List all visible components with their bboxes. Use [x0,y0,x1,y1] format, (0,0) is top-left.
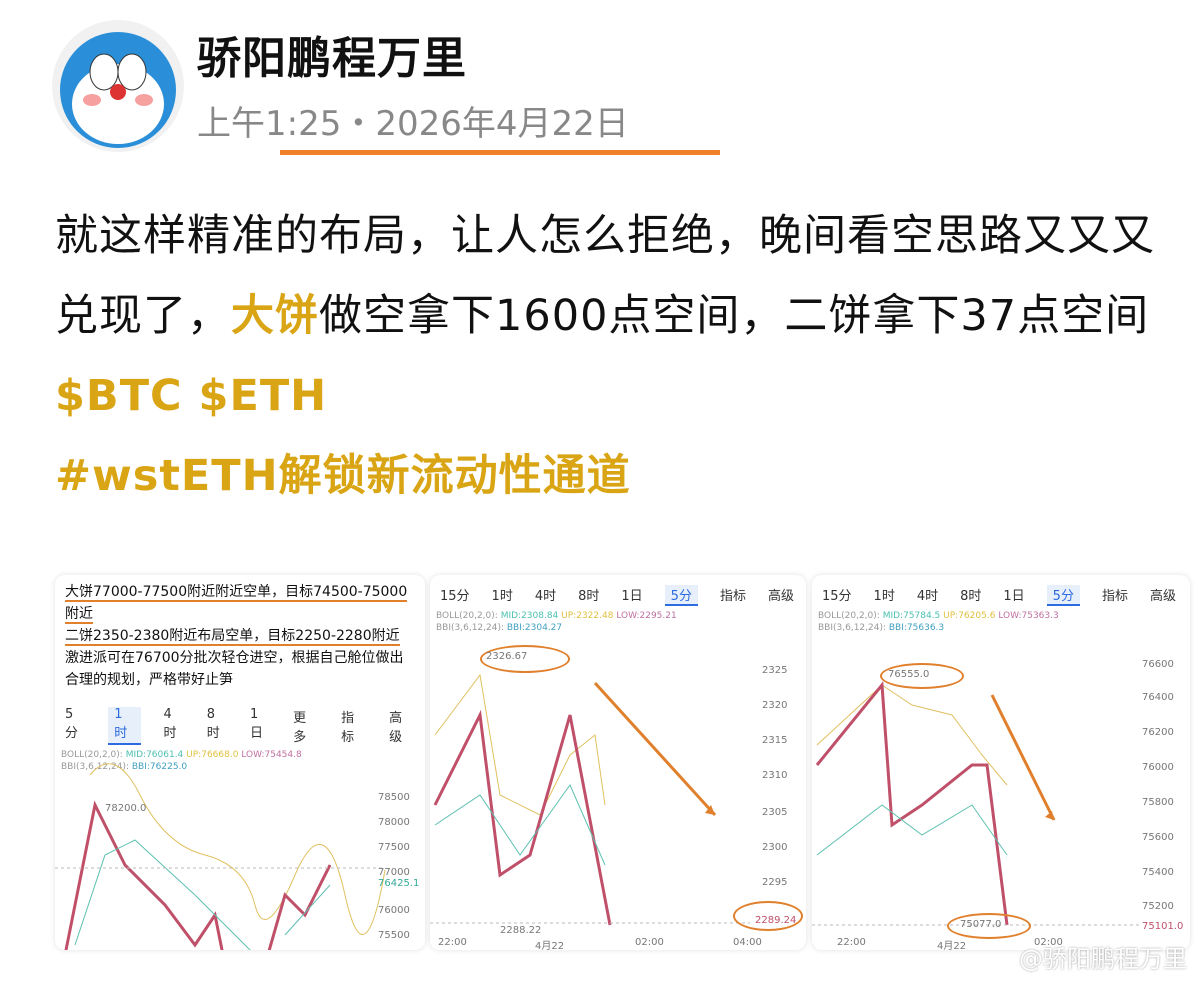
tab[interactable]: 8时 [960,589,982,604]
tab-active[interactable]: 5分 [1046,585,1080,606]
y-tick: 76000 [1142,762,1174,773]
indicator-readout: BOLL(20,2,0): MID:75784.5 UP:76205.6 LOW… [818,611,1059,633]
last-price: 76425.1 [378,878,420,889]
last-price: 75101.0 [1142,921,1184,932]
tab[interactable]: 15分 [822,589,852,604]
y-tick: 75800 [1142,797,1174,808]
price-chart [812,681,1142,926]
tab[interactable]: 15分 [440,589,470,604]
tab[interactable]: 4时 [534,589,557,604]
tab[interactable]: 8时 [578,589,600,604]
y-tick: 78500 [378,792,410,803]
note-line: 二饼2350-2380附近布局空单，目标2250-2280附近 [65,628,400,646]
post-image-1[interactable]: 大饼77000-77500附近附近空单，目标74500-75000附近 二饼23… [55,575,425,950]
y-tick: 75500 [378,930,410,941]
tab[interactable]: 8时 [206,707,220,741]
indicator-readout: BOLL(20,2,0): MID:2308.84 UP:2322.48 LOW… [436,611,677,633]
tab[interactable]: 4时 [163,707,177,741]
tab[interactable]: 1日 [621,589,643,604]
tab-active[interactable]: 1时 [108,707,142,745]
tab[interactable]: 指标 [719,589,746,604]
post-body: 就这样精准的布局，让人怎么拒绝，晚间看空思路又又又兑现了，大饼做空拿下1600点… [55,196,1155,516]
doraemon-avatar-icon [60,32,176,148]
post-image-3[interactable]: 15分 1时 4时 8时 1日 5分 指标 高级 BOLL(20,2,0): MID:7578… [812,575,1190,950]
y-tick: 75600 [1142,832,1174,843]
high-label: 2326.67 [486,651,528,662]
avatar[interactable] [52,20,184,152]
x-tick: 4月22 [937,941,967,950]
body-text: 做空拿下1600点空间，二饼拿下37点空间 [319,291,1150,341]
timestamp-underline [280,150,720,155]
low-label: 2288.22 [500,925,542,936]
tab-active[interactable]: 5分 [664,585,698,606]
price-chart [430,673,750,926]
last-price: 2289.24 [755,915,797,926]
tab[interactable]: 更多 [293,711,307,745]
note-line: 激进派可在76700分批次轻仓进空，根据自己舱位做出合理的规划，严格带好止笋 [65,650,404,688]
y-tick: 76000 [378,905,410,916]
x-tick: 02:00 [635,937,664,948]
y-tick: 77000 [378,867,410,878]
y-tick: 76200 [1142,727,1174,738]
post-timestamp: 上午1:25・2026年4月22日 [197,104,629,144]
tab[interactable]: 指标 [1101,589,1128,604]
y-tick: 76400 [1142,692,1174,703]
y-tick: 2315 [762,735,788,746]
author-name[interactable]: 骄阳鹏程万里 [197,33,467,84]
x-tick: 22:00 [837,937,866,948]
y-tick: 2325 [762,665,788,676]
tab[interactable]: 1日 [1003,589,1025,604]
hashtag-link[interactable]: #wstETH解锁新流动性通道 [55,451,631,501]
low-label: 75077.0 [960,919,1002,930]
tab[interactable]: 指标 [341,711,355,745]
body-text: 就这样精准的布局，让人怎么拒绝，晚间看空思路又又又兑现了， [55,211,1155,341]
tab[interactable]: 1时 [873,589,895,604]
high-label: 76555.0 [888,669,930,680]
watermark: @骄阳鹏程万里 [1019,945,1187,973]
tab[interactable]: 高级 [767,589,794,604]
cashtag-links[interactable]: $BTC $ETH [55,371,328,421]
timeframe-tabs: 5分 1时 4时 8时 1日 更多 指标 高级 [55,697,425,749]
y-tick: 2305 [762,807,788,818]
highlight-btc: 大饼 [231,291,319,341]
trade-notes: 大饼77000-77500附近附近空单，目标74500-75000附近 二饼23… [55,575,425,697]
x-tick: 04:00 [733,937,762,948]
tab[interactable]: 高级 [389,711,403,745]
tab[interactable]: 5分 [65,707,79,741]
x-tick: 4月22 [535,941,565,950]
indicator-readout: BOLL(20,2,0): MID:76061.4 UP:76668.0 LOW… [61,750,302,772]
y-tick: 78000 [378,817,410,828]
y-tick: 2295 [762,877,788,888]
note-line: 大饼77000-77500附近附近空单，目标74500-75000附近 [65,584,408,624]
y-tick: 75400 [1142,867,1174,878]
tab[interactable]: 1时 [491,589,513,604]
x-tick: 22:00 [438,937,467,948]
y-tick: 2310 [762,770,788,781]
timeframe-tabs: 15分 1时 4时 8时 1日 5分 指标 高级 [812,575,1190,610]
tab[interactable]: 4时 [916,589,939,604]
y-tick: 2300 [762,842,788,853]
y-tick: 76600 [1142,659,1174,670]
tab[interactable]: 1日 [249,707,263,741]
post-image-2[interactable]: 15分 1时 4时 8时 1日 5分 指标 高级 BOLL(20,2,0): MID:2308… [430,575,806,950]
tab[interactable]: 高级 [1149,589,1176,604]
y-tick: 77500 [378,842,410,853]
y-tick: 2320 [762,700,788,711]
y-tick: 75200 [1142,901,1174,912]
high-label: 78200.0 [105,803,147,814]
timeframe-tabs: 15分 1时 4时 8时 1日 5分 指标 高级 [430,575,806,610]
x-tick: 02:00 [1034,937,1063,948]
price-chart [55,763,386,950]
